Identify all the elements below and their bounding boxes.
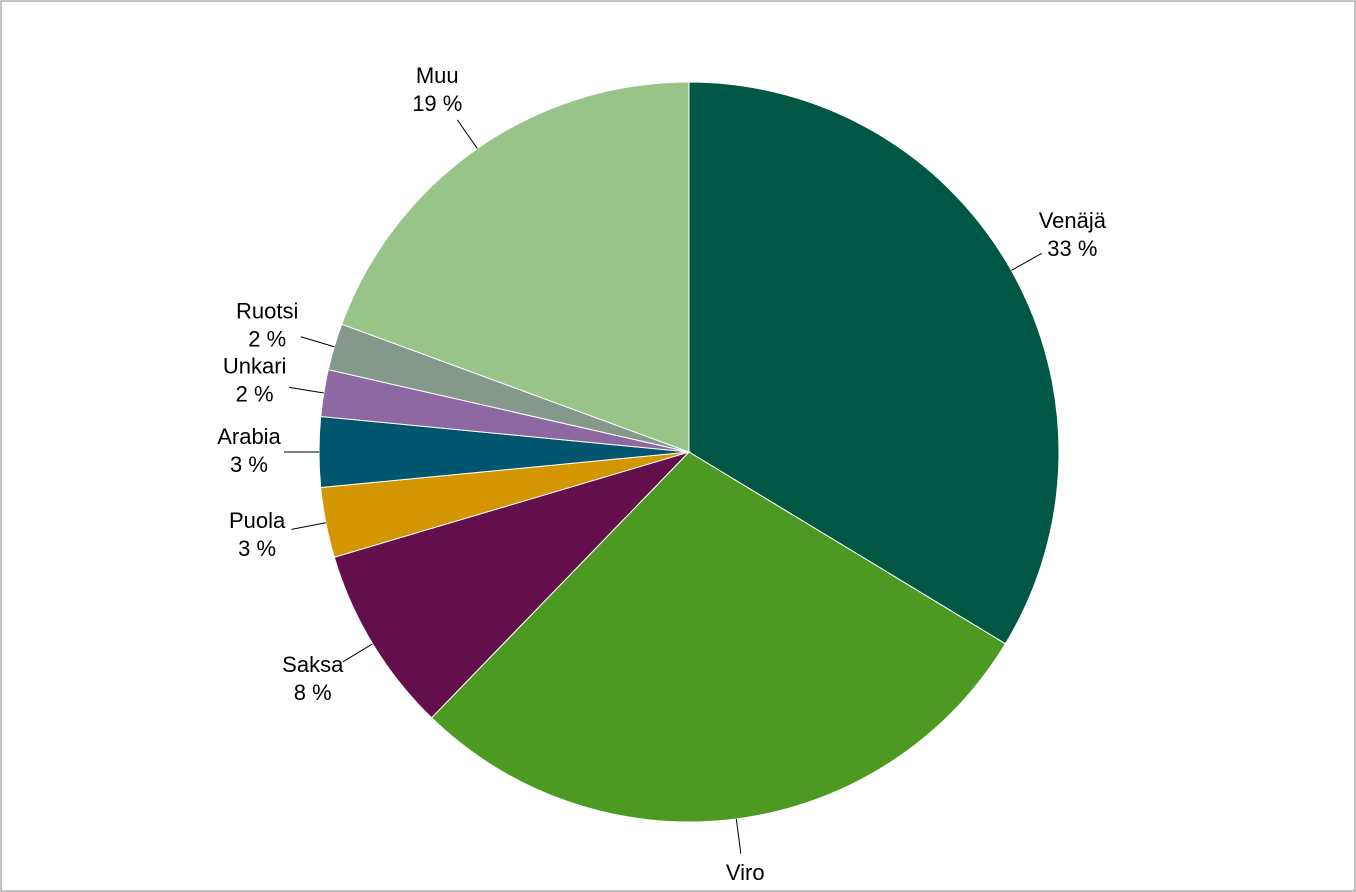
- leader-line: [1011, 252, 1043, 271]
- leader-line: [735, 818, 742, 854]
- slice-value-label: 28 %: [720, 888, 770, 892]
- slice-value-label: 2 %: [248, 327, 286, 352]
- slice-value-label: 33 %: [1047, 236, 1097, 261]
- slice-label: Arabia: [217, 424, 281, 449]
- slice-value-label: 2 %: [236, 382, 274, 407]
- slice-value-label: 3 %: [230, 452, 268, 477]
- slice-value-label: 8 %: [294, 680, 332, 705]
- pie-slice: [688, 81, 1060, 645]
- leader-line: [289, 386, 324, 394]
- slice-label: Puola: [229, 508, 286, 533]
- slice-label: Venäjä: [1039, 208, 1107, 233]
- slice-value-label: 3 %: [238, 536, 276, 561]
- pie-slice: [430, 451, 1007, 823]
- slice-label: Unkari: [223, 354, 287, 379]
- pie-slice: [341, 81, 690, 453]
- slice-label: Saksa: [282, 652, 344, 677]
- slice-value-label: 19 %: [412, 91, 462, 116]
- leader-line: [300, 336, 335, 348]
- leader-line: [291, 522, 326, 530]
- slice-label: Ruotsi: [236, 299, 298, 324]
- slice-label: Muu: [416, 63, 459, 88]
- leader-line: [456, 119, 478, 149]
- leader-line: [342, 643, 373, 663]
- slice-label: Viro: [726, 860, 765, 885]
